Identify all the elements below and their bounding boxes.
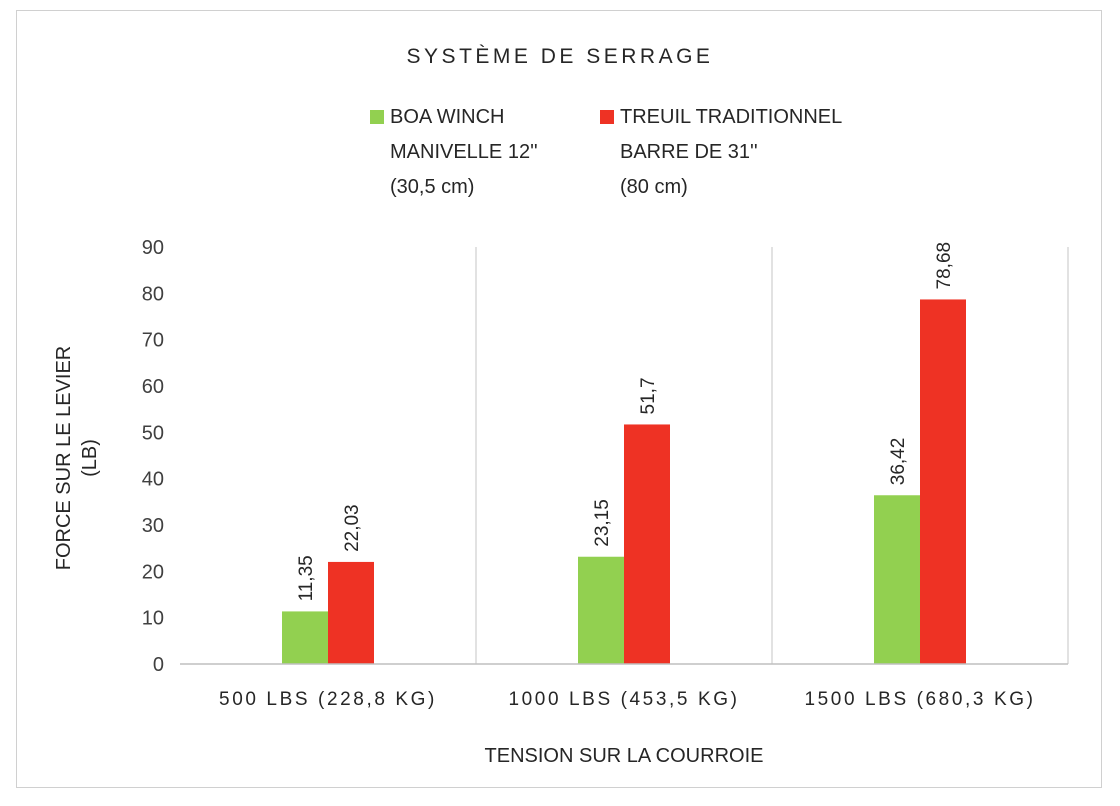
- y-tick-label: 80: [142, 283, 164, 305]
- data-label: 78,68: [934, 242, 955, 290]
- y-tick-label: 20: [142, 561, 164, 583]
- y-axis-title-unit: (LB): [79, 439, 101, 477]
- legend-label-line: TREUIL TRADITIONNEL: [620, 106, 843, 128]
- legend-item-series-2: TREUIL TRADITIONNEL BARRE DE 31'' (80 cm…: [600, 100, 843, 205]
- legend-label-line: (80 cm): [620, 176, 688, 198]
- legend-label-line: BOA WINCH: [390, 106, 505, 128]
- x-axis-title: TENSION SUR LA COURROIE: [485, 745, 764, 767]
- bar: [578, 556, 624, 664]
- chart-title: SYSTÈME DE SERRAGE: [406, 45, 714, 68]
- legend-item-series-1: BOA WINCH MANIVELLE 12'' (30,5 cm): [370, 100, 538, 205]
- data-label: 11,35: [296, 555, 317, 601]
- bar: [328, 561, 374, 664]
- x-category-label: 1000 LBS (453,5 KG): [508, 689, 739, 710]
- legend-label-line: (30,5 cm): [390, 176, 475, 198]
- y-tick-label: 0: [153, 654, 164, 676]
- data-label: 23,15: [592, 499, 613, 547]
- x-category-label: 1500 LBS (680,3 KG): [804, 689, 1035, 710]
- legend-label-line: BARRE DE 31'': [620, 141, 758, 163]
- legend-label-line: MANIVELLE 12'': [390, 141, 538, 163]
- data-label: 51,7: [638, 377, 659, 414]
- bar: [282, 611, 328, 664]
- y-tick-label: 60: [142, 376, 164, 398]
- y-tick-label: 50: [142, 422, 164, 444]
- y-tick-label: 30: [142, 515, 164, 537]
- data-label: 36,42: [888, 438, 909, 486]
- bar: [920, 299, 966, 664]
- y-tick-label: 90: [142, 237, 164, 259]
- bar: [874, 495, 920, 664]
- legend-swatch-series-1: [370, 110, 384, 124]
- legend-swatch-series-2: [600, 110, 614, 124]
- data-label: 22,03: [342, 504, 363, 552]
- y-tick-label: 40: [142, 469, 164, 491]
- bar: [624, 424, 670, 664]
- y-tick-label: 10: [142, 608, 164, 630]
- y-tick-label: 70: [142, 330, 164, 352]
- y-axis-title: FORCE SUR LE LEVIER: [53, 346, 75, 571]
- x-category-label: 500 LBS (228,8 KG): [219, 689, 437, 710]
